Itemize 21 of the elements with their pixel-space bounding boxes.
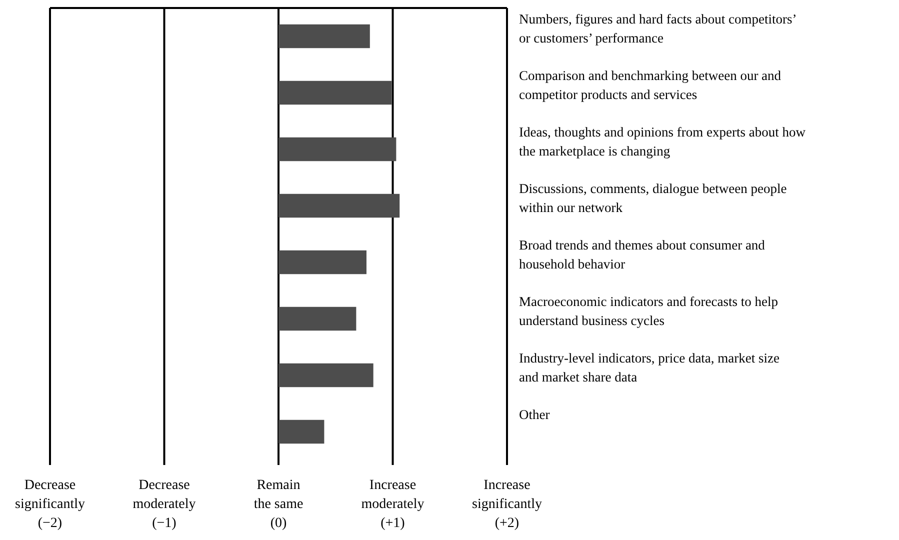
bar [278, 420, 324, 444]
y-tick-label: Numbers, figures and hard facts about competitors’ or customers’ performance [519, 11, 797, 46]
y-tick-label: Macroeconomic indicators and forecasts to help understand business cycles [519, 294, 778, 328]
y-tick-label: Industry-level indicators, price data, market size and market share data [519, 350, 780, 384]
bar [278, 363, 374, 388]
bar [278, 194, 400, 218]
bar [278, 250, 366, 274]
bar [278, 306, 356, 331]
y-tick-label: Discussions, comments, dialogue between people within our network [519, 180, 787, 215]
x-tick-label: Increase significantly (+2) [472, 478, 542, 531]
y-tick-label: Comparison and benchmarking between our and competitor products and services [519, 68, 782, 102]
bar [278, 137, 396, 162]
x-tick-label: Decrease significantly (−2) [15, 478, 85, 531]
x-tick-label: Remain the same (0) [254, 478, 304, 531]
x-tick-label: Increase moderately (+1) [361, 478, 424, 531]
bar [278, 24, 370, 48]
bar [278, 80, 392, 105]
y-tick-label: Ideas, thoughts and opinions from experts about how the marketplace is changing [519, 124, 806, 158]
x-tick-label: Decrease moderately (−1) [132, 478, 196, 531]
y-tick-label: Broad trends and themes about consumer and household behavior [519, 237, 766, 272]
y-tick-label: Other [519, 406, 550, 422]
